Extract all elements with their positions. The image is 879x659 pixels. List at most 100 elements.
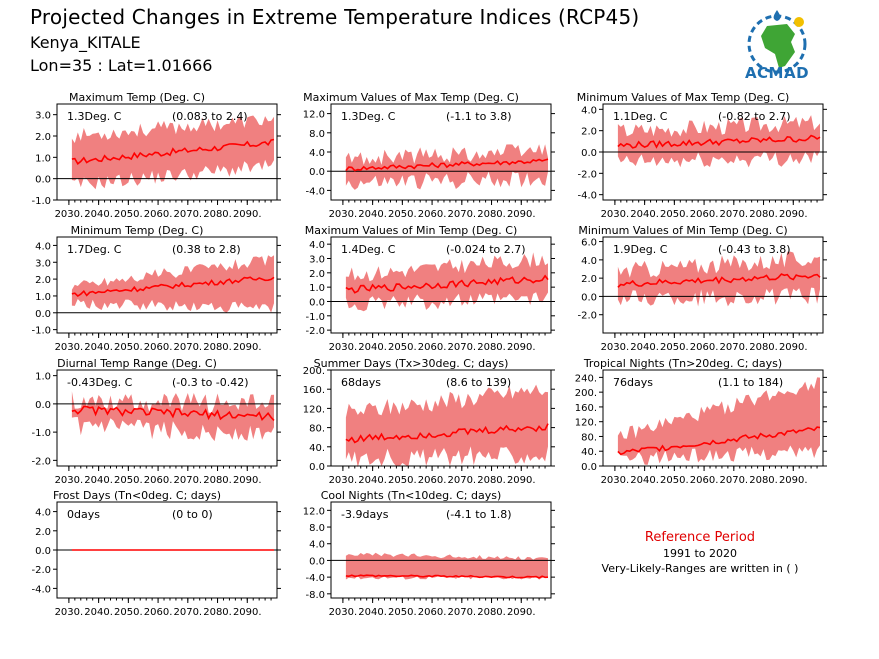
x-tick-label: 2060. <box>418 607 447 618</box>
x-tick-label: 2040. <box>358 475 387 486</box>
chart-panel-1: Maximum Values of Max Temp (Deg. C) -4.0 0… <box>303 91 555 220</box>
chart-range-label: (0.083 to 2.4) <box>172 110 248 123</box>
chart-stat-label: -0.43Deg. C <box>67 376 133 389</box>
x-tick-label: 2070. <box>447 475 476 486</box>
range-band <box>345 552 548 580</box>
x-tick-label: 2050. <box>114 209 143 220</box>
median-line <box>345 574 549 579</box>
median-line <box>71 138 275 166</box>
chart-panel-2: Minimum Values of Max Temp (Deg. C) -4.0 -… <box>577 91 827 220</box>
x-tick-label: 2060. <box>144 209 173 220</box>
y-tick-label: 0.0 <box>35 175 51 186</box>
chart-title: Maximum Temp (Deg. C) <box>69 91 205 104</box>
x-tick-label: 2060. <box>418 209 447 220</box>
y-tick-label: 80. <box>309 424 325 435</box>
y-tick-label: 1.0 <box>35 372 51 383</box>
median-line <box>345 274 549 294</box>
y-tick-label: 0.0 <box>35 546 51 557</box>
x-tick-label: 2070. <box>173 607 202 618</box>
y-tick-label: 4.0 <box>35 241 51 252</box>
chart-panel-3: Minimum Temp (Deg. C) -1.0 0.0 1.0 2.0 3.0 4.0… <box>31 224 281 353</box>
chart-panel-4: Maximum Values of Min Temp (Deg. C) -2.0 -… <box>305 224 555 353</box>
median-line <box>345 423 549 444</box>
y-tick-label: 12.0 <box>303 110 325 121</box>
x-tick-label: 2060. <box>690 342 719 353</box>
chart-title: Tropical Nights (Tn>20deg. C; days) <box>583 357 782 370</box>
range-band <box>71 115 275 190</box>
x-tick-label: 2080. <box>203 475 232 486</box>
y-tick-label: 3.0 <box>309 254 325 265</box>
chart-range-label: (-1.1 to 3.8) <box>446 110 512 123</box>
y-tick-label: 2.0 <box>35 132 51 143</box>
x-tick-label: 2080. <box>749 342 778 353</box>
y-tick-label: -8.0 <box>305 590 325 601</box>
plot-frame <box>56 103 278 201</box>
x-tick-label: 2030. <box>55 475 84 486</box>
chart-range-label: (0 to 0) <box>172 508 213 521</box>
x-tick-label: 2080. <box>749 209 778 220</box>
x-tick-label: 2030. <box>601 475 630 486</box>
chart-panel-0: Maximum Temp (Deg. C) -1.0 0.0 1.0 2.0 3.0 203… <box>31 91 281 220</box>
chart-title: Maximum Values of Max Temp (Deg. C) <box>303 91 519 104</box>
x-tick-label: 2080. <box>203 209 232 220</box>
y-tick-label: 160. <box>575 403 597 414</box>
y-tick-label: 3.0 <box>35 258 51 269</box>
y-tick-label: 4.0 <box>581 256 597 267</box>
y-tick-label: 4.0 <box>35 508 51 519</box>
x-tick-label: 2030. <box>55 607 84 618</box>
y-tick-label: 2.0 <box>581 127 597 138</box>
y-tick-label: -2.0 <box>305 326 325 337</box>
x-tick-label: 2090. <box>779 342 808 353</box>
chart-stat-label: 76days <box>613 376 653 389</box>
x-tick-label: 2080. <box>749 475 778 486</box>
x-tick-label: 2030. <box>329 209 358 220</box>
y-tick-label: 0.0 <box>309 462 325 473</box>
chart-stat-label: 1.3Deg. C <box>341 110 396 123</box>
chart-range-label: (-0.024 to 2.7) <box>446 243 526 256</box>
x-tick-label: 2050. <box>388 475 417 486</box>
x-tick-label: 2040. <box>84 342 113 353</box>
plot-frame <box>330 236 552 334</box>
chart-stat-label: 1.4Deg. C <box>341 243 396 256</box>
x-tick-label: 2030. <box>55 342 84 353</box>
x-tick-label: 2030. <box>55 209 84 220</box>
x-tick-label: 2090. <box>779 475 808 486</box>
y-tick-label: -1.0 <box>31 428 51 439</box>
y-tick-label: 3.0 <box>35 111 51 122</box>
x-tick-label: 2040. <box>84 209 113 220</box>
plot-frame <box>56 369 278 467</box>
plot-frame <box>602 369 824 467</box>
y-tick-label: -2.0 <box>577 169 597 180</box>
x-tick-label: 2040. <box>630 209 659 220</box>
y-tick-label: 0.0 <box>309 167 325 178</box>
x-tick-label: 2070. <box>173 342 202 353</box>
x-tick-label: 2050. <box>114 475 143 486</box>
chart-range-label: (-0.43 to 3.8) <box>718 243 791 256</box>
x-tick-label: 2090. <box>507 342 536 353</box>
y-tick-label: 0.0 <box>35 309 51 320</box>
station-name: Kenya_KITALE <box>30 33 141 52</box>
x-tick-label: 2060. <box>418 342 447 353</box>
x-tick-label: 2030. <box>601 342 630 353</box>
x-tick-label: 2070. <box>719 209 748 220</box>
reference-period-box: Reference Period 1991 to 2020 Very-Likel… <box>590 530 810 575</box>
reference-period-note: Very-Likely-Ranges are written in ( ) <box>601 562 799 575</box>
page-title: Projected Changes in Extreme Temperature… <box>30 5 640 29</box>
y-tick-label: 120. <box>303 404 325 415</box>
x-tick-label: 2080. <box>477 607 506 618</box>
y-tick-label: 80. <box>581 432 597 443</box>
y-tick-label: -1.0 <box>31 196 51 207</box>
y-tick-label: 8.0 <box>309 129 325 140</box>
chart-stat-label: 1.3Deg. C <box>67 110 122 123</box>
y-tick-label: -2.0 <box>31 456 51 467</box>
chart-stat-label: 1.9Deg. C <box>613 243 668 256</box>
y-tick-label: 120. <box>575 418 597 429</box>
y-tick-label: 1.0 <box>309 283 325 294</box>
x-tick-label: 2080. <box>477 475 506 486</box>
y-tick-label: 0.0 <box>581 462 597 473</box>
y-tick-label: 160. <box>303 385 325 396</box>
y-tick-label: 4.0 <box>309 148 325 159</box>
x-tick-label: 2060. <box>144 607 173 618</box>
chart-panel-7: Summer Days (Tx>30deg. C; days) 0.0 40. 80.… <box>303 357 555 486</box>
